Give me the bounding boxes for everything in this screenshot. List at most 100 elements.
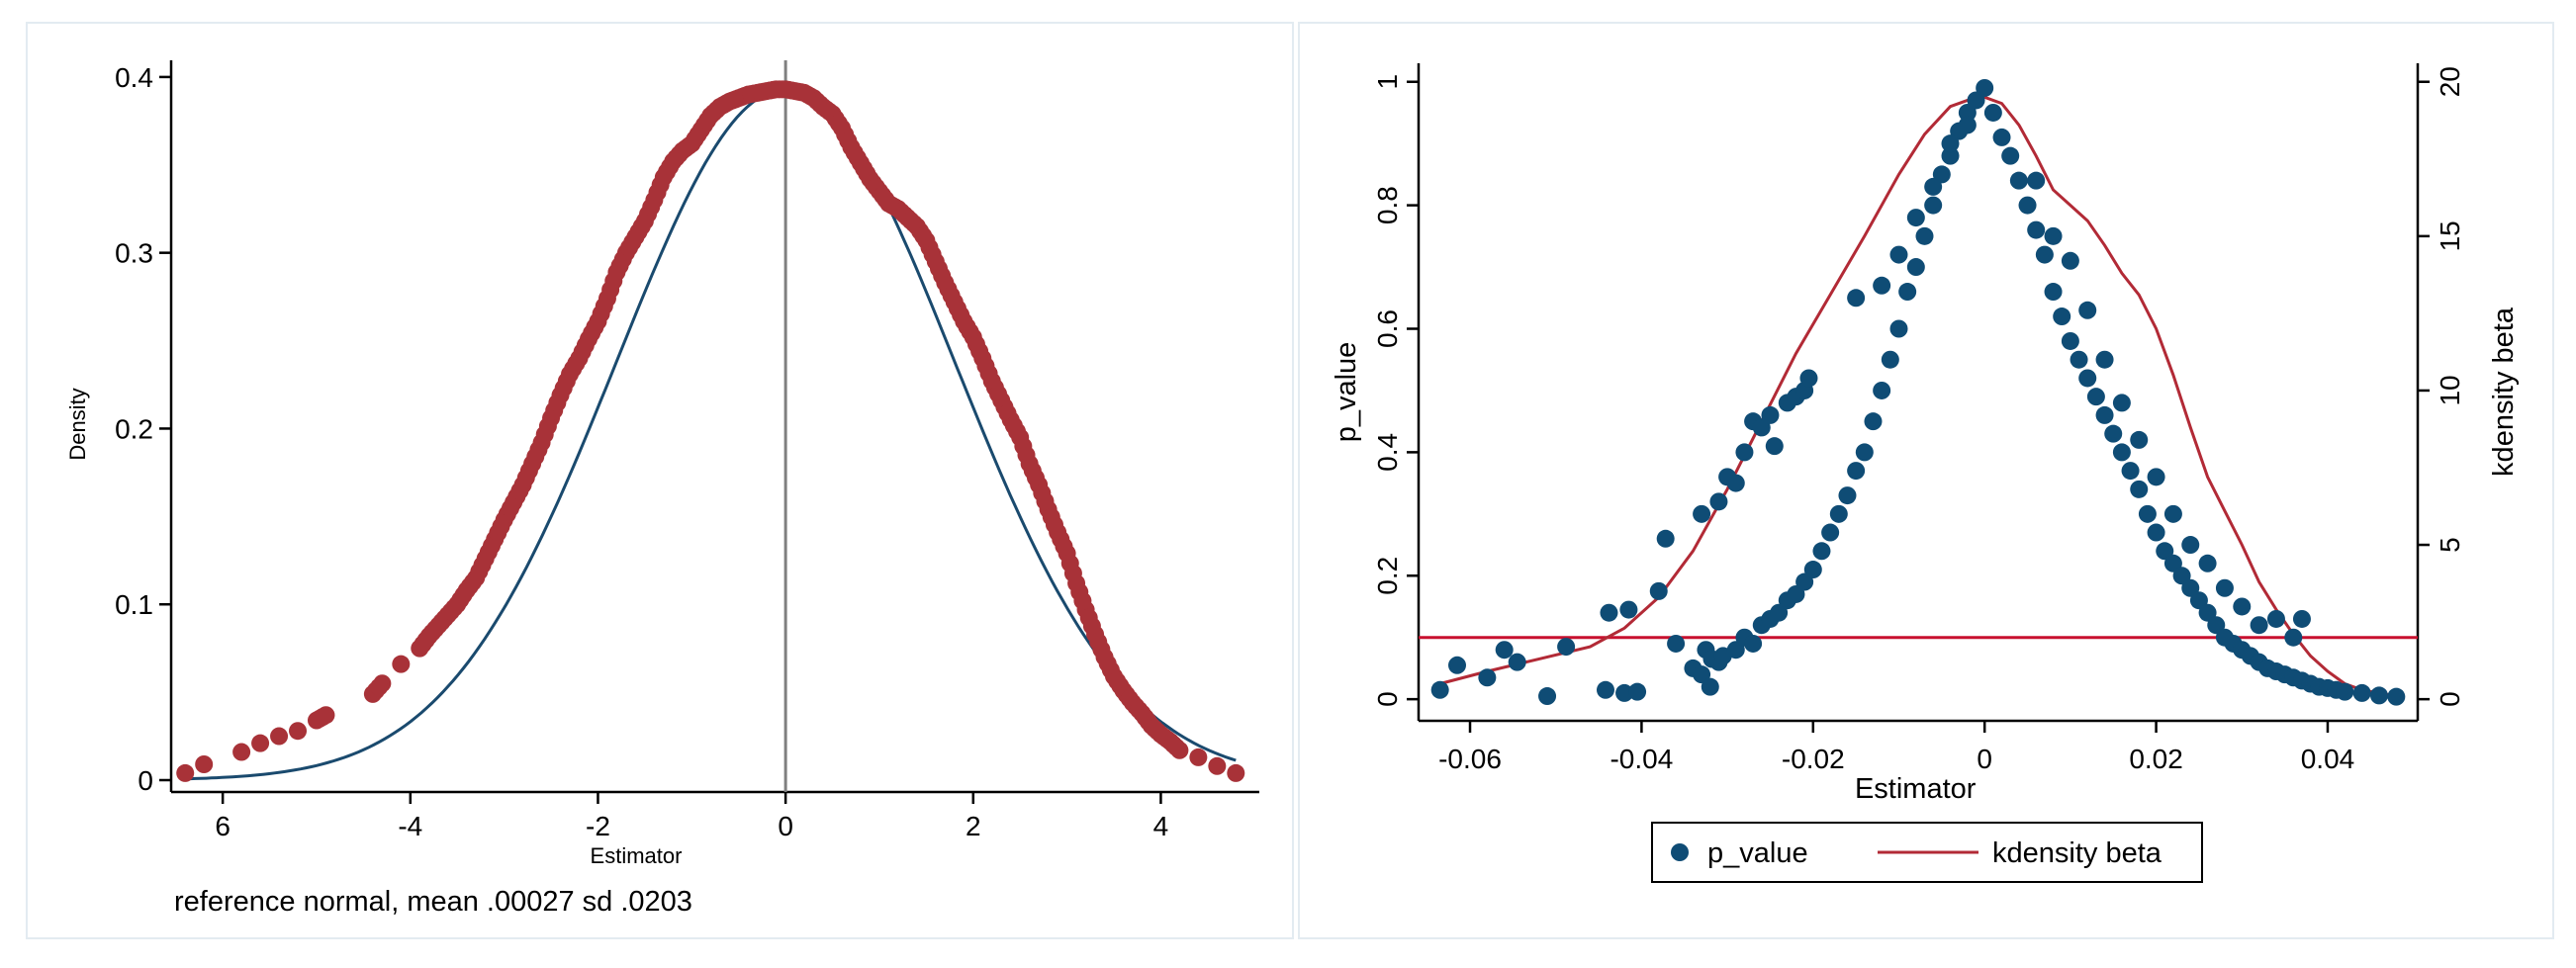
density-point <box>979 364 998 383</box>
density-point <box>604 272 623 291</box>
pvalue-point <box>2095 350 2114 369</box>
pvalue-point <box>1967 91 1985 110</box>
pvalue-point <box>1726 474 1745 492</box>
x-axis-label: Estimator <box>591 843 683 868</box>
density-point <box>1017 446 1036 465</box>
pvalue-point <box>1873 381 1891 399</box>
x-tick-label: 0 <box>778 811 793 841</box>
legend-label-kdensity: kdensity beta <box>1992 837 2162 869</box>
x-tick-label: 2 <box>966 811 981 841</box>
density-point <box>1082 617 1101 636</box>
pvalue-point <box>2284 628 2303 647</box>
reference-normal-line <box>185 87 1237 781</box>
pvalue-point <box>2163 554 2182 572</box>
pvalue-point <box>1693 504 1711 523</box>
density-point <box>251 734 270 752</box>
pvalue-point <box>1881 350 1899 369</box>
pvalue-point <box>2250 616 2268 635</box>
density-point <box>586 317 604 336</box>
pvalue-point <box>1557 638 1576 657</box>
density-point <box>232 743 251 761</box>
pvalue-point <box>1770 603 1789 622</box>
density-chart: 0 0.1 0.2 0.3 0.4 6 -4 -2 0 2 4 Density Estimator ref… <box>65 60 1259 918</box>
density-point <box>933 266 952 285</box>
y-tick-label: 0.3 <box>115 238 153 269</box>
density-point <box>1189 748 1208 766</box>
pvalue-point <box>2027 220 2046 239</box>
pvalue-point <box>2095 405 2114 424</box>
pvalue-point <box>1709 492 1728 511</box>
pvalue-point <box>1726 641 1745 660</box>
pvalue-point <box>1628 682 1647 701</box>
legend-label-pvalue: p_value <box>1707 837 1808 869</box>
x-tick-label: -0.02 <box>1782 744 1845 774</box>
pvalue-point <box>1667 634 1686 653</box>
pvalue-point <box>2336 682 2354 701</box>
pvalue-point <box>1693 665 1711 684</box>
pvalue-point <box>2027 171 2046 190</box>
pvalue-point <box>1829 504 1848 523</box>
left-y-tick-label: 0 <box>1372 691 1403 707</box>
pvalue-point <box>2352 683 2371 702</box>
pvalue-point <box>1795 572 1814 591</box>
density-point <box>1008 422 1027 441</box>
pvalue-point <box>2112 443 2131 462</box>
pvalue-point <box>1615 683 1634 702</box>
pvalue-point <box>2104 424 2123 443</box>
x-tick-label: 0.02 <box>2129 744 2183 774</box>
pvalue-point <box>1761 405 1780 424</box>
pvalue-point <box>2266 609 2285 628</box>
pvalue-point <box>1898 283 1917 302</box>
pvalue-point <box>1932 165 1951 184</box>
x-tick-label: -2 <box>586 811 610 841</box>
pvalue-point <box>2001 146 2020 165</box>
pvalue-point <box>2292 609 2311 628</box>
density-point <box>392 655 411 673</box>
y-tick-label: 0 <box>138 765 153 796</box>
density-point <box>289 722 308 741</box>
x-tick-label: -4 <box>398 811 422 841</box>
x-tick-label: -0.06 <box>1438 744 1502 774</box>
left-y-tick-label: 0.8 <box>1372 186 1403 224</box>
pvalue-point <box>1992 128 2011 146</box>
density-point <box>548 394 567 412</box>
pvalue-point <box>2130 430 2149 449</box>
pvalue-point <box>2044 226 2063 245</box>
pvalue-point <box>2009 171 2028 190</box>
pvalue-point <box>1924 196 1943 215</box>
pvalue-point <box>1430 680 1449 699</box>
density-point <box>1092 640 1111 659</box>
pvalue-point <box>2156 542 2174 561</box>
pvalue-point <box>1924 177 1943 196</box>
legend-marker-pvalue <box>1671 843 1689 861</box>
density-point <box>642 198 661 217</box>
density-point <box>1073 591 1092 610</box>
pvalue-point <box>1958 103 1977 122</box>
pvalue-point <box>1803 561 1822 579</box>
density-point <box>1167 738 1186 756</box>
pvalue-point <box>1752 418 1771 437</box>
pvalue-point <box>2061 251 2079 270</box>
pvalue-point <box>1478 668 1497 687</box>
pvalue-point <box>1619 600 1638 619</box>
pvalue-point <box>2138 504 2157 523</box>
pvalue-point <box>2215 578 2234 597</box>
pvalue-point <box>1735 443 1754 462</box>
y-tick-label: 0.1 <box>115 589 153 620</box>
pvalue-point <box>1701 677 1719 696</box>
pvalue-point <box>2130 480 2149 498</box>
density-point <box>1208 756 1227 775</box>
pvalue-point <box>1941 134 1960 153</box>
pvalue-point <box>1847 289 1866 308</box>
right-y-tick-label: 0 <box>2435 691 2465 707</box>
pvalue-point <box>1906 209 1925 227</box>
pvalue-point <box>1983 103 2002 122</box>
x-tick-label: 4 <box>1153 811 1169 841</box>
left-y-tick-label: 0.4 <box>1372 433 1403 472</box>
pvalue-point <box>1508 653 1526 671</box>
x-axis-label: Estimator <box>1855 773 1977 805</box>
pvalue-point <box>2121 462 2140 481</box>
pvalue-point <box>2044 283 2063 302</box>
right-y-tick-label: 20 <box>2435 66 2465 97</box>
x-tick-label: 6 <box>215 811 230 841</box>
